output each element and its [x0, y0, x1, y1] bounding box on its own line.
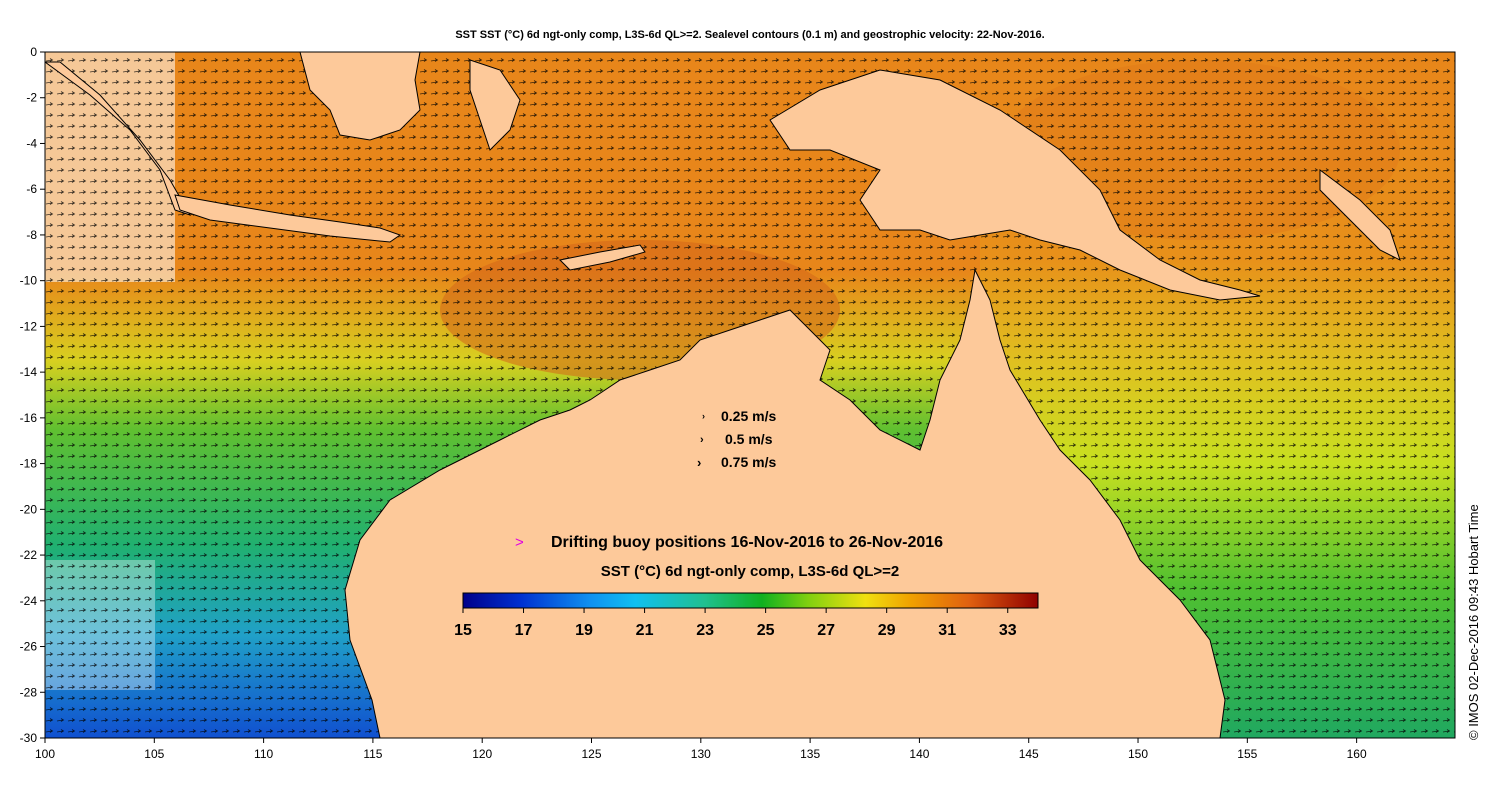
- y-tick-label: -28: [20, 685, 38, 699]
- colorbar-tick-label: 31: [938, 622, 956, 639]
- velocity-legend: › 0.25 m/s › 0.5 m/s › 0.75 m/s: [697, 408, 776, 470]
- y-tick-label: -12: [20, 319, 38, 333]
- colorbar-tick-label: 15: [454, 622, 472, 639]
- x-axis: 100 105 110 115 120 125 130 135 140 145 150 155 160: [35, 738, 1367, 761]
- y-tick-label: -4: [26, 136, 37, 150]
- colorbar-tick-label: 27: [817, 622, 835, 639]
- y-tick-label: 0: [30, 45, 37, 59]
- y-tick-label: -20: [20, 502, 38, 516]
- x-tick-label: 140: [909, 747, 929, 761]
- velocity-arrow-medium-icon: ›: [700, 434, 704, 446]
- y-tick-label: -24: [20, 594, 38, 608]
- x-tick-label: 120: [472, 747, 492, 761]
- x-tick-label: 150: [1128, 747, 1148, 761]
- sst-field: [45, 52, 1455, 738]
- colorbar-tick-label: 17: [515, 622, 533, 639]
- colorbar-title: SST (°C) 6d ngt-only comp, L3S-6d QL>=2: [601, 563, 900, 580]
- velocity-arrow-large-icon: ›: [697, 455, 701, 470]
- colorbar-tick-label: 23: [696, 622, 714, 639]
- y-tick-label: -26: [20, 640, 38, 654]
- colorbar-tick-label: 29: [878, 622, 896, 639]
- buoy-legend: > Drifting buoy positions 16-Nov-2016 to…: [515, 534, 943, 551]
- y-tick-label: -10: [20, 274, 38, 288]
- x-tick-label: 145: [1019, 747, 1039, 761]
- velocity-legend-item: 0.75 m/s: [721, 454, 776, 470]
- x-tick-label: 130: [691, 747, 711, 761]
- x-tick-label: 105: [144, 747, 164, 761]
- credit-text: © IMOS 02-Dec-2016 09:43 Hobart Time: [1466, 504, 1481, 740]
- y-tick-label: -8: [26, 228, 37, 242]
- y-tick-label: -16: [20, 411, 38, 425]
- colorbar-tick-label: 19: [575, 622, 593, 639]
- x-tick-label: 110: [254, 747, 273, 761]
- y-tick-label: -18: [20, 457, 38, 471]
- x-tick-label: 100: [35, 747, 55, 761]
- colorbar-tick-label: 33: [999, 622, 1017, 639]
- x-tick-label: 135: [800, 747, 820, 761]
- y-tick-label: -6: [26, 182, 37, 196]
- buoy-marker-icon: >: [515, 534, 524, 551]
- y-tick-label: -2: [26, 91, 37, 105]
- map-title: SST SST (°C) 6d ngt-only comp, L3S-6d QL…: [455, 29, 1045, 41]
- plot-frame: [44, 51, 1456, 739]
- velocity-legend-item: 0.25 m/s: [721, 408, 776, 424]
- velocity-arrow-small-icon: ›: [702, 411, 705, 421]
- y-axis: 0 -2 -4 -6 -8 -10 -12 -14 -16 -18 -20 -22 -24 -26 -28 -…: [20, 45, 45, 745]
- y-tick-label: -14: [20, 365, 38, 379]
- x-tick-label: 160: [1347, 747, 1367, 761]
- colorbar-ticks: 15 17 19 21 23 25 27 29 31 33: [454, 608, 1017, 639]
- colorbar-tick-label: 25: [757, 622, 775, 639]
- y-tick-label: -30: [20, 731, 38, 745]
- buoy-legend-label: Drifting buoy positions 16-Nov-2016 to 2…: [551, 534, 943, 551]
- colorbar-tick-label: 21: [636, 622, 654, 639]
- colorbar: SST (°C) 6d ngt-only comp, L3S-6d QL>=2 …: [454, 563, 1039, 639]
- velocity-legend-item: 0.5 m/s: [725, 431, 773, 447]
- x-tick-label: 115: [363, 747, 382, 761]
- x-tick-label: 155: [1237, 747, 1257, 761]
- y-tick-label: -22: [20, 548, 38, 562]
- land: [45, 52, 1401, 738]
- x-tick-label: 125: [581, 747, 601, 761]
- colorbar-gradient: [462, 592, 1039, 609]
